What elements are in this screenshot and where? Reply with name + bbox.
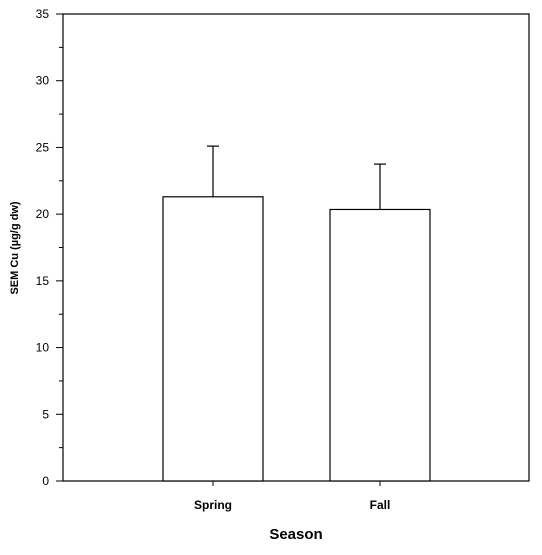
y-tick-label: 15 xyxy=(36,274,50,288)
x-category-label: Fall xyxy=(370,498,391,512)
plot-frame xyxy=(62,13,530,482)
y-tick-label: 35 xyxy=(36,7,50,21)
bar xyxy=(329,208,431,482)
bars xyxy=(162,145,431,482)
y-tick-label: 10 xyxy=(36,341,50,355)
bar xyxy=(162,196,264,482)
x-category-label: Spring xyxy=(194,498,232,512)
axes xyxy=(62,13,530,482)
y-tick-label: 30 xyxy=(36,74,50,88)
x-axis-title: Season xyxy=(269,526,322,543)
y-axis-title: SEM Cu (µg/g dw) xyxy=(9,201,21,294)
y-tick-label: 20 xyxy=(36,207,50,221)
category-labels: Spring Fall xyxy=(194,481,390,512)
y-tick-label: 5 xyxy=(42,407,49,421)
y-tick-label: 25 xyxy=(36,140,50,154)
y-tick-label: 0 xyxy=(42,474,49,488)
y-axis-ticks: 0 5 10 15 20 25 30 35 xyxy=(36,7,63,488)
